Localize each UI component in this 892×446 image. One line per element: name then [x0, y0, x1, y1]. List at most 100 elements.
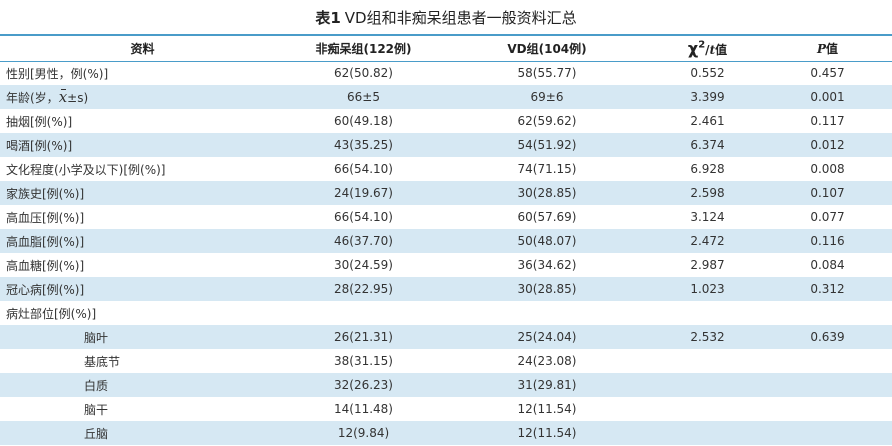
p-value: 0.117	[810, 114, 845, 128]
stat-separator: /	[705, 42, 710, 57]
table-row: 高血脂[例(%)] 46(37.70) 50(48.07) 2.472 0.116	[0, 229, 892, 253]
vd-value: 58(55.77)	[517, 66, 577, 81]
header-row: 资料 非痴呆组(122例) VD组(104例) χ2/t值 P值	[0, 34, 892, 62]
table-row: 冠心病[例(%)] 28(22.95) 30(28.85) 1.023 0.312	[0, 277, 892, 301]
non-dementia-value: 38(31.15)	[334, 354, 393, 368]
table-number: 表1	[315, 9, 341, 27]
p-symbol: P	[816, 41, 826, 56]
row-label: 脑叶	[84, 330, 109, 345]
p-value: 0.084	[810, 258, 845, 272]
table-row: 脑叶 26(21.31) 25(24.04) 2.532 0.639	[0, 325, 892, 349]
non-dementia-value: 66±5	[347, 90, 380, 104]
non-dementia-value: 60(49.18)	[334, 114, 393, 128]
vd-value: 12(11.54)	[517, 402, 577, 416]
p-value	[763, 301, 892, 325]
statistic-value: 2.532	[690, 330, 725, 344]
statistic-value	[652, 373, 763, 397]
non-dementia-value: 12(9.84)	[337, 426, 390, 440]
header-item: 资料	[0, 34, 285, 62]
statistic-value	[652, 301, 763, 325]
statistic-value: 3.399	[690, 90, 725, 104]
p-value: 0.312	[810, 282, 845, 296]
p-value: 0.639	[810, 330, 845, 344]
p-value	[763, 349, 892, 373]
p-suffix: 值	[826, 41, 839, 56]
chi-superscript: 2	[698, 39, 706, 51]
p-value	[763, 373, 892, 397]
non-dementia-value: 26(21.31)	[334, 330, 393, 344]
non-dementia-value: 62(50.82)	[334, 66, 393, 81]
statistic-value	[652, 349, 763, 373]
vd-value: 69±6	[530, 90, 564, 104]
chi-symbol: χ	[687, 38, 699, 58]
age-label-prefix: 年龄(岁，	[6, 91, 59, 105]
summary-table: 资料 非痴呆组(122例) VD组(104例) χ2/t值 P值 性别[男性，例…	[0, 34, 892, 445]
header-p-value: P值	[763, 34, 892, 62]
table-row: 年龄(岁，x±s) 66±5 69±6 3.399 0.001	[0, 85, 892, 109]
row-label: 性别[男性，例(%)]	[6, 66, 109, 81]
table-row: 高血压[例(%)] 66(54.10) 60(57.69) 3.124 0.077	[0, 205, 892, 229]
age-label-suffix: ±s)	[67, 91, 89, 105]
row-label: 丘脑	[84, 426, 109, 441]
table-row: 抽烟[例(%)] 60(49.18) 62(59.62) 2.461 0.117	[0, 109, 892, 133]
p-value: 0.008	[810, 162, 845, 176]
p-value: 0.001	[810, 90, 845, 104]
table-row: 丘脑 12(9.84) 12(11.54)	[0, 421, 892, 445]
table-row: 高血糖[例(%)] 30(24.59) 36(34.62) 2.987 0.084	[0, 253, 892, 277]
statistic-value: 0.552	[690, 66, 725, 81]
p-value	[763, 421, 892, 445]
table-row: 白质 32(26.23) 31(29.81)	[0, 373, 892, 397]
statistic-value: 3.124	[690, 210, 725, 224]
vd-value: 30(28.85)	[517, 282, 577, 296]
row-label: 基底节	[84, 354, 121, 369]
non-dementia-value: 66(54.10)	[334, 162, 393, 176]
vd-value: 74(71.15)	[517, 162, 577, 176]
table-title-text: VD组和非痴呆组患者一般资料汇总	[344, 9, 577, 27]
row-label: 喝酒[例(%)]	[6, 138, 73, 153]
p-value: 0.107	[810, 186, 845, 200]
vd-value: 62(59.62)	[517, 114, 577, 128]
statistic-value: 2.461	[690, 114, 725, 128]
statistic-value: 6.374	[690, 138, 725, 152]
non-dementia-value: 46(37.70)	[334, 234, 393, 248]
row-label: 高血糖[例(%)]	[6, 258, 85, 273]
vd-value: 12(11.54)	[517, 426, 577, 440]
non-dementia-value: 24(19.67)	[334, 186, 393, 200]
header-non-dementia-group: 非痴呆组(122例)	[285, 34, 442, 62]
row-label: 脑干	[84, 402, 109, 417]
row-label: 高血脂[例(%)]	[6, 234, 85, 249]
table-row: 家族史[例(%)] 24(19.67) 30(28.85) 2.598 0.107	[0, 181, 892, 205]
statistic-value: 2.472	[690, 234, 725, 248]
row-label: 文化程度(小学及以下)[例(%)]	[6, 162, 166, 177]
header-vd-group: VD组(104例)	[442, 34, 652, 62]
p-value: 0.012	[810, 138, 845, 152]
p-value: 0.116	[810, 234, 845, 248]
table-title: 表1 VD组和非痴呆组患者一般资料汇总	[0, 0, 892, 34]
statistic-value	[652, 421, 763, 445]
vd-value: 54(51.92)	[517, 138, 577, 152]
non-dementia-value	[285, 301, 442, 325]
row-label: 病灶部位[例(%)]	[6, 306, 97, 321]
table-body: 性别[男性，例(%)] 62(50.82) 58(55.77) 0.552 0.457 年…	[0, 61, 892, 445]
non-dementia-value: 14(11.48)	[334, 402, 393, 416]
statistic-value: 6.928	[690, 162, 725, 176]
vd-value: 50(48.07)	[517, 234, 577, 248]
p-value: 0.077	[810, 210, 845, 224]
statistic-value: 1.023	[690, 282, 725, 296]
vd-value: 25(24.04)	[517, 330, 577, 344]
table-row: 性别[男性，例(%)] 62(50.82) 58(55.77) 0.552 0.457	[0, 61, 892, 85]
row-label: 冠心病[例(%)]	[6, 282, 85, 297]
non-dementia-value: 32(26.23)	[334, 378, 393, 392]
table-row: 喝酒[例(%)] 43(35.25) 54(51.92) 6.374 0.012	[0, 133, 892, 157]
row-label: 白质	[84, 378, 109, 393]
non-dementia-value: 43(35.25)	[334, 138, 393, 152]
row-label: 高血压[例(%)]	[6, 210, 85, 225]
stat-suffix: 值	[715, 42, 728, 57]
table-row: 文化程度(小学及以下)[例(%)] 66(54.10) 74(71.15) 6.928…	[0, 157, 892, 181]
vd-value: 36(34.62)	[517, 258, 577, 272]
header-statistic: χ2/t值	[652, 34, 763, 62]
vd-value: 60(57.69)	[517, 210, 577, 224]
vd-value: 24(23.08)	[517, 354, 577, 368]
p-value: 0.457	[810, 66, 845, 81]
table-row: 基底节 38(31.15) 24(23.08)	[0, 349, 892, 373]
